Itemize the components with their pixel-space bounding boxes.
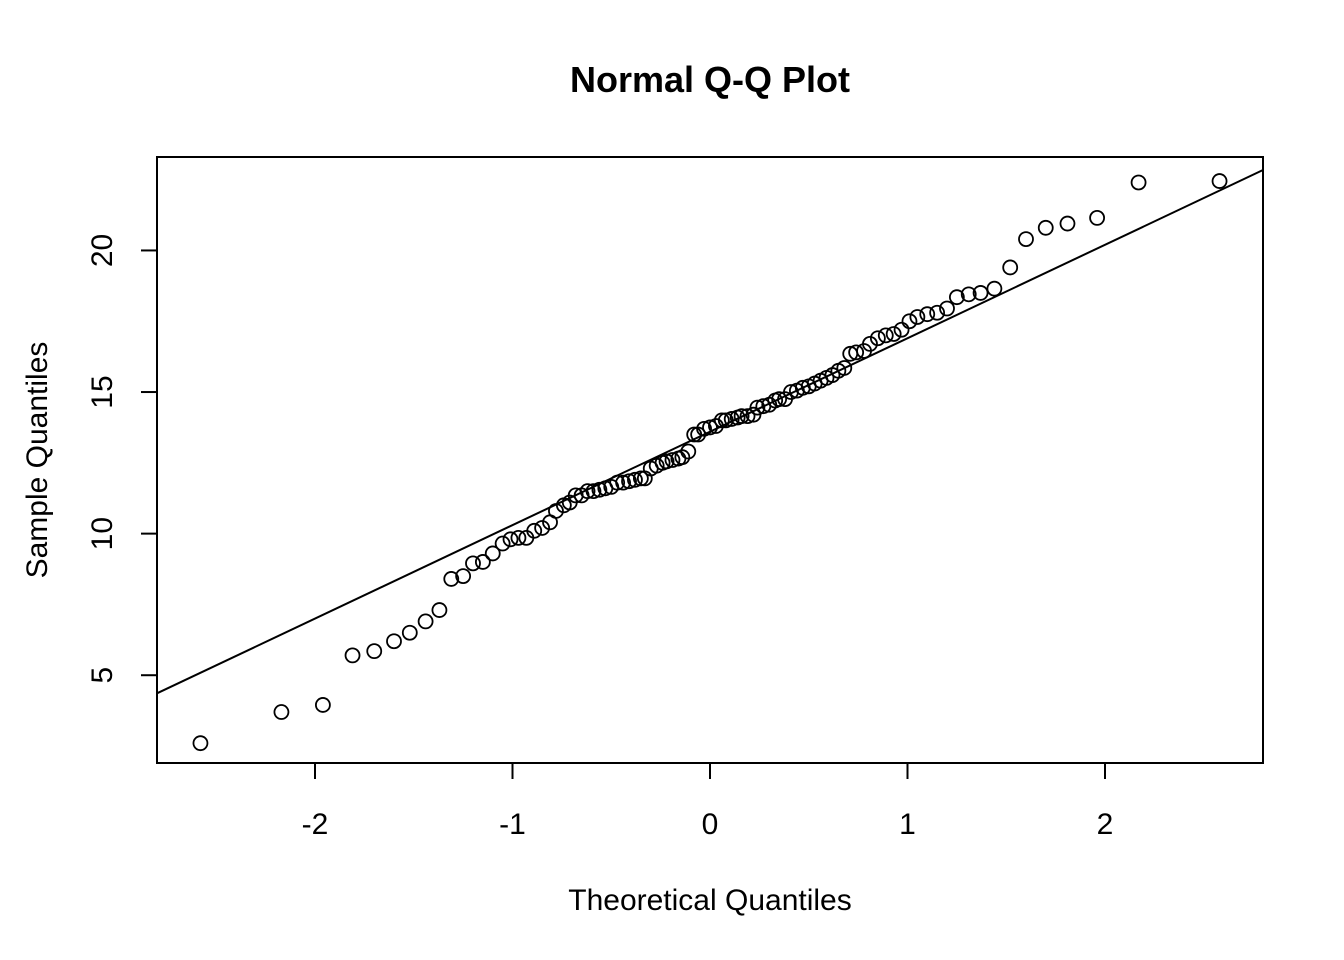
x-tick-label: -1: [499, 808, 526, 841]
data-point: [621, 473, 637, 490]
x-axis-label: Theoretical Quantiles: [568, 884, 851, 917]
data-point: [314, 697, 331, 713]
y-tick-label: 5: [86, 667, 119, 684]
data-point: [869, 330, 886, 347]
data-point: [948, 289, 965, 306]
data-point: [939, 300, 955, 317]
data-point: [474, 554, 491, 570]
data-point: [690, 426, 707, 443]
x-tick-label: 2: [1097, 808, 1114, 841]
data-point: [455, 568, 472, 585]
data-point: [431, 602, 448, 618]
data-point: [632, 470, 649, 487]
y-axis-label: Sample Quantiles: [21, 342, 54, 579]
data-point: [680, 443, 697, 460]
data-point: [739, 408, 756, 425]
data-point: [192, 735, 209, 752]
data-point: [901, 313, 918, 330]
data-point: [919, 306, 936, 323]
data-point: [771, 391, 788, 408]
x-axis: -2 -1 0 1 2: [302, 762, 1114, 841]
data-point: [465, 555, 481, 572]
y-tick-label: 10: [86, 517, 119, 550]
data-point: [733, 408, 750, 425]
data-point: [723, 411, 740, 427]
data-point: [510, 529, 527, 546]
data-point: [893, 321, 910, 338]
data-point: [960, 286, 977, 303]
data-point: [702, 419, 718, 436]
data-point: [615, 474, 631, 491]
data-point: [862, 335, 878, 352]
data-point: [877, 327, 894, 344]
data-point: [534, 520, 551, 536]
data-point: [484, 545, 501, 562]
data-point: [591, 481, 608, 498]
x-tick-label: 1: [899, 808, 916, 841]
data-point: [674, 449, 691, 466]
y-tick-label: 15: [86, 375, 119, 408]
data-point: [1018, 231, 1034, 248]
y-axis: 5 10 15 20: [86, 234, 158, 684]
data-point: [909, 309, 926, 325]
data-point: [986, 280, 1003, 297]
chart-title: Normal Q-Q Plot: [570, 59, 850, 100]
data-point: [443, 571, 460, 587]
data-point: [579, 483, 596, 500]
data-point: [717, 412, 734, 429]
x-tick-label: -2: [302, 808, 329, 841]
data-point: [929, 304, 946, 321]
data-point: [273, 704, 290, 720]
data-point: [366, 643, 383, 660]
data-point: [1059, 215, 1076, 232]
data-point: [1002, 259, 1019, 276]
data-point: [885, 326, 902, 342]
data-point: [696, 420, 712, 437]
data-point: [386, 633, 402, 650]
data-point: [664, 452, 681, 468]
data-point: [627, 471, 643, 488]
data-point: [713, 412, 730, 429]
data-point: [848, 344, 865, 361]
data-point: [1037, 219, 1054, 236]
data-point: [344, 647, 361, 664]
data-point: [1089, 209, 1105, 226]
data-point: [1211, 173, 1228, 189]
data-point: [401, 624, 418, 641]
data-point: [494, 535, 511, 552]
data-point: [417, 613, 434, 630]
data-point: [1130, 174, 1147, 191]
points-group: [192, 173, 1228, 752]
x-tick-label: 0: [702, 808, 719, 841]
data-point: [836, 360, 853, 376]
y-tick-label: 20: [86, 234, 119, 267]
data-point: [585, 483, 602, 500]
data-point: [658, 453, 675, 470]
data-point: [609, 474, 626, 491]
data-point: [749, 399, 766, 416]
data-point: [972, 285, 989, 301]
data-point: [526, 522, 543, 539]
data-point: [502, 531, 519, 548]
data-point: [548, 503, 564, 519]
